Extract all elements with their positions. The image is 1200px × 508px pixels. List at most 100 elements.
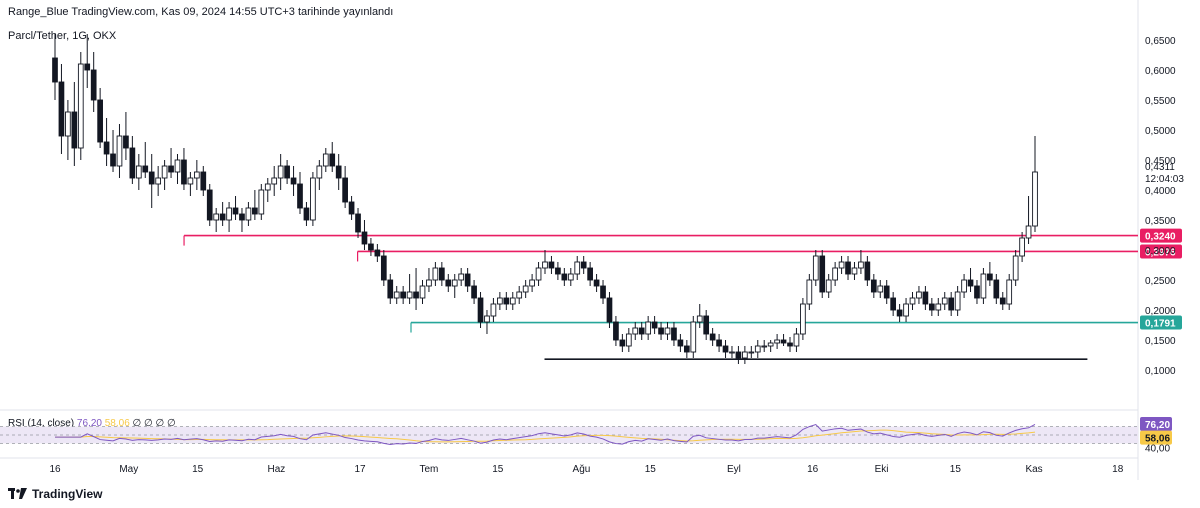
- candle-up: [1032, 171, 1038, 227]
- candle-up: [961, 279, 967, 293]
- rsi-legend[interactable]: RSI (14, close) 76,20 58,06 ∅ ∅ ∅ ∅: [8, 418, 176, 429]
- rsi-ma-tag[interactable]: [1140, 430, 1172, 445]
- rsi-label: RSI (14, close): [8, 418, 75, 429]
- candle-up: [812, 255, 819, 281]
- candle-down: [110, 153, 116, 167]
- tradingview-logo[interactable]: TradingView: [8, 487, 102, 501]
- candle-down: [232, 207, 239, 215]
- candle-down: [438, 267, 445, 281]
- resistance-1-price-label: 0,3240: [1145, 232, 1176, 243]
- candle-up: [664, 327, 671, 335]
- candle-up: [767, 342, 774, 347]
- symbol-legend[interactable]: Parcl/Tether, 1G, OKX: [8, 30, 117, 42]
- candle-down: [303, 207, 310, 221]
- candle-up: [909, 297, 916, 305]
- resistance-2-price-tag[interactable]: [1140, 244, 1182, 259]
- candle-down: [348, 201, 355, 215]
- candle-up: [406, 291, 413, 299]
- support-1-price-tag[interactable]: [1140, 315, 1182, 330]
- candle-down: [593, 279, 600, 287]
- rsi-value-tag[interactable]: [1140, 416, 1172, 431]
- candle-up: [941, 297, 948, 305]
- candle-down: [658, 327, 664, 335]
- time-tick-label: 15: [192, 464, 204, 475]
- candle-up: [1019, 237, 1025, 257]
- candle-up: [277, 165, 284, 179]
- price-tick-label: 0,4500: [1145, 156, 1176, 167]
- tradingview-brand: TradingView: [32, 487, 103, 501]
- time-tick-label: 15: [950, 464, 962, 475]
- candle-down: [870, 279, 877, 293]
- candle-up: [761, 345, 768, 348]
- candle-down: [987, 273, 993, 281]
- candle-down: [71, 111, 78, 149]
- candle-down: [168, 165, 174, 173]
- candle-down: [368, 243, 374, 251]
- candle-down: [503, 297, 510, 305]
- time-tick-label: Tem: [419, 464, 438, 475]
- candle-down: [219, 213, 226, 221]
- candle-up: [258, 189, 265, 215]
- candle-down: [400, 291, 407, 299]
- candle-down: [709, 333, 716, 341]
- candle-up: [729, 351, 735, 354]
- candle-up: [800, 303, 806, 335]
- candle-up: [135, 165, 142, 179]
- support-1-price-label: 0,1791: [1145, 319, 1176, 330]
- candle-down: [993, 279, 1000, 299]
- countdown-label: 12:04:03: [1145, 174, 1184, 185]
- candle-down: [671, 327, 677, 341]
- candle-up: [271, 177, 278, 185]
- candle-down: [922, 291, 929, 305]
- price-tick-label: 0,6000: [1145, 66, 1176, 77]
- candle-down: [683, 345, 690, 353]
- candle-up: [529, 279, 535, 287]
- candle-up: [522, 285, 529, 293]
- publish-info: Range_Blue TradingView.com, Kas 09, 2024…: [8, 6, 394, 18]
- candle-up: [484, 315, 490, 323]
- current-price-label: 0,4311: [1145, 162, 1175, 173]
- candle-up: [77, 63, 84, 149]
- candle-down: [290, 177, 297, 185]
- candle-up: [916, 291, 922, 299]
- time-tick-label: Haz: [268, 464, 286, 475]
- candle-up: [419, 285, 426, 299]
- candle-down: [845, 261, 851, 275]
- rsi-ma-value-text: 58,06: [104, 418, 130, 429]
- candle-down: [387, 279, 394, 299]
- candle-up: [832, 267, 838, 281]
- candle-up: [793, 333, 800, 347]
- candle-up: [213, 213, 220, 221]
- rsi-ma-line: [55, 429, 1036, 443]
- candle-up: [393, 291, 400, 299]
- candle-down: [703, 315, 710, 335]
- candle-down: [787, 342, 793, 347]
- candle-up: [645, 321, 652, 335]
- candle-down: [716, 339, 722, 347]
- candle-up: [535, 267, 542, 281]
- candle-down: [780, 339, 787, 344]
- candle-down: [90, 69, 97, 101]
- candle-up: [451, 279, 458, 287]
- candle-down: [722, 345, 729, 353]
- candle-down: [928, 303, 935, 311]
- candle-down: [335, 165, 342, 179]
- candle-down: [883, 285, 890, 299]
- price-tick-label: 0,3500: [1145, 216, 1176, 227]
- candle-down: [890, 297, 897, 311]
- candle-up: [193, 171, 200, 179]
- candle-up: [838, 261, 845, 269]
- candle-up: [542, 261, 548, 269]
- rsi-ma-label: 58,06: [1145, 434, 1170, 445]
- candle-down: [284, 165, 290, 179]
- candle-up: [632, 327, 639, 335]
- candle-up: [509, 297, 516, 305]
- candle-down: [974, 285, 980, 299]
- price-tick-label: 0,5000: [1145, 126, 1176, 137]
- resistance-1-price-tag[interactable]: [1140, 228, 1182, 243]
- rsi-axis-label: 40,00: [1145, 444, 1170, 455]
- time-tick-label: Kas: [1025, 464, 1042, 475]
- candle-down: [735, 351, 742, 359]
- candle-down: [948, 297, 955, 311]
